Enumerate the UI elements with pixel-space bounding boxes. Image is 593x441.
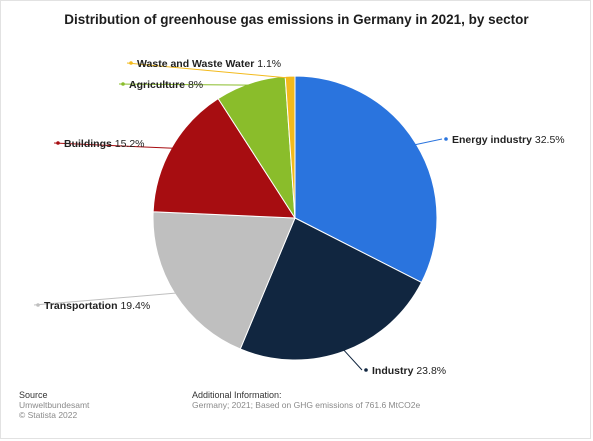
label-value-buildings: 15.2% (115, 138, 145, 150)
leader-waste-and-waste-water (126, 62, 291, 79)
bullet-transportation (36, 303, 40, 307)
slice-waste-and-waste-water[interactable] (284, 75, 296, 219)
label-value-transportation: 19.4% (120, 300, 150, 312)
label-buildings: Buildings 15.2% (64, 138, 145, 150)
label-transportation: Transportation 19.4% (44, 300, 150, 312)
label-value-agriculture: 8% (188, 79, 203, 91)
slice-energy-industry[interactable] (294, 75, 438, 284)
slice-industry[interactable] (239, 217, 423, 361)
label-value-industry: 23.8% (416, 365, 446, 377)
bullet-agriculture (121, 82, 125, 86)
label-agriculture: Agriculture 8% (129, 79, 203, 91)
leader-agriculture (118, 83, 251, 86)
leader-industry (342, 349, 363, 371)
info-text: Germany; 2021; Based on GHG emissions of… (192, 400, 421, 410)
label-energy-industry: Energy industry 32.5% (452, 134, 565, 146)
bullet-industry (364, 368, 368, 372)
source-block: Source Umweltbundesamt © Statista 2022 (19, 390, 89, 420)
label-value-energy-industry: 32.5% (535, 134, 565, 146)
slice-transportation[interactable] (152, 211, 296, 350)
leader-buildings (53, 142, 174, 149)
label-name-energy-industry: Energy industry (452, 134, 535, 146)
info-heading: Additional Information: (192, 390, 282, 400)
source-heading: Source (19, 390, 48, 400)
label-name-agriculture: Agriculture (129, 79, 188, 91)
source-name: Umweltbundesamt (19, 400, 90, 410)
label-name-waste-and-waste-water: Waste and Waste Water (137, 58, 257, 70)
label-name-transportation: Transportation (44, 300, 120, 312)
pie-slices (152, 75, 438, 361)
label-waste-and-waste-water: Waste and Waste Water 1.1% (137, 58, 281, 70)
slice-labels: Energy industry 32.5% Industry 23.8% Trans… (36, 58, 565, 377)
additional-info-block: Additional Information: Germany; 2021; B… (192, 390, 420, 410)
label-name-industry: Industry (372, 365, 416, 377)
copyright: © Statista 2022 (19, 410, 78, 420)
leader-energy-industry (414, 138, 443, 146)
label-industry: Industry 23.8% (372, 365, 446, 377)
bullet-buildings (56, 141, 60, 145)
label-name-buildings: Buildings (64, 138, 115, 150)
bullet-energy-industry (444, 137, 448, 141)
slice-buildings[interactable] (152, 97, 296, 219)
leader-lines (33, 62, 443, 371)
chart-title: Distribution of greenhouse gas emissions… (64, 12, 529, 27)
bullet-waste-and-waste-water (129, 61, 133, 65)
label-value-waste-and-waste-water: 1.1% (257, 58, 281, 70)
leader-transportation (33, 292, 177, 306)
